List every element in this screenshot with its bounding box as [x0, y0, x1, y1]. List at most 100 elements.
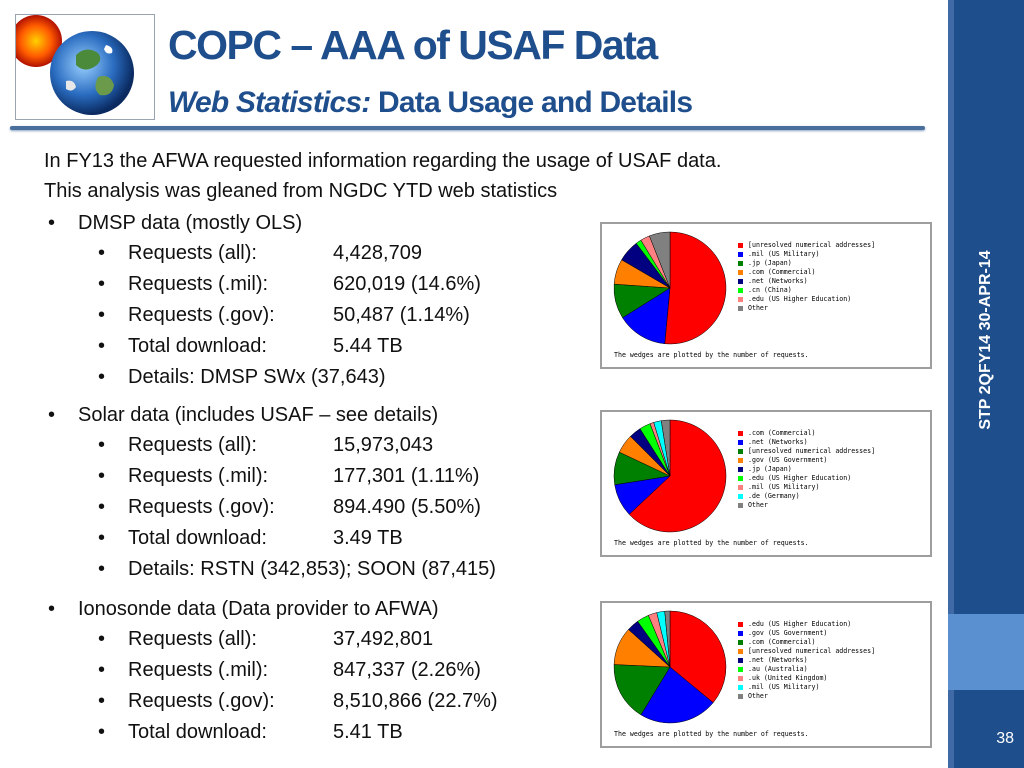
bullet-icon: • — [98, 721, 106, 743]
globe-sun-icon — [16, 15, 134, 115]
legend-swatch — [738, 685, 743, 690]
subtitle-rest: Data Usage and Details — [370, 86, 693, 119]
legend-label: .net (Networks) — [748, 438, 808, 446]
sidebar-accent-block — [948, 614, 1024, 690]
section-heading-text: Solar data (includes USAF – see details) — [78, 404, 439, 426]
bullet-icon: • — [98, 558, 106, 580]
list-item: • Details: RSTN (342,853); SOON (87,415) — [48, 554, 608, 585]
list-item: • Total download: 5.44 TB — [48, 331, 608, 362]
pie-slice — [660, 419, 671, 477]
item-value: 3.49 TB — [333, 527, 403, 549]
item-label: Requests (.gov): — [128, 690, 275, 712]
legend-label: .edu (US Higher Education) — [748, 620, 852, 628]
bullet-icon: • — [98, 304, 106, 326]
list-item: • Requests (.gov): 894.490 (5.50%) — [48, 492, 608, 523]
legend-swatch — [738, 494, 743, 499]
legend-label: .net (Networks) — [748, 656, 808, 664]
legend-swatch — [738, 431, 743, 436]
bullet-icon: • — [48, 212, 56, 234]
legend-label: Other — [748, 501, 768, 509]
pie-slice — [640, 666, 714, 724]
item-label: Requests (all): — [128, 242, 257, 264]
item-value: 37,492,801 — [333, 628, 434, 650]
legend-label: .de (Germany) — [748, 492, 800, 500]
item-value: 5.44 TB — [333, 335, 403, 357]
legend-swatch — [738, 485, 743, 490]
section-heading: • DMSP data (mostly OLS) — [48, 208, 608, 238]
sidebar-band — [948, 0, 1024, 768]
legend-swatch — [738, 252, 743, 257]
bullet-icon: • — [48, 404, 56, 426]
pie-slice — [669, 610, 727, 704]
page-title: COPC – AAA of USAF Data — [168, 22, 658, 68]
legend-swatch — [738, 297, 743, 302]
legend-label: .com (Commercial) — [748, 268, 816, 276]
legend-swatch — [738, 288, 743, 293]
bullet-icon: • — [98, 242, 106, 264]
pie-chart-solar: .com (Commercial) .net (Networks) [unresol… — [600, 410, 932, 557]
bullet-icon: • — [98, 335, 106, 357]
legend-label: Other — [748, 692, 768, 700]
item-value: 8,510,866 (22.7%) — [333, 690, 498, 712]
legend-label: .gov (US Government) — [748, 456, 828, 464]
legend-swatch — [738, 640, 743, 645]
item-label: Total download: — [128, 335, 267, 357]
legend-label: .au (Australia) — [748, 665, 808, 673]
section-ionosonde: • Ionosonde data (Data provider to AFWA) … — [48, 594, 608, 748]
list-item: • Requests (all): 37,492,801 — [48, 624, 608, 655]
item-label: Total download: — [128, 721, 267, 743]
pie-slice — [622, 287, 671, 345]
legend-swatch — [738, 649, 743, 654]
item-label: Requests (.mil): — [128, 273, 269, 295]
legend-swatch — [738, 676, 743, 681]
legend-label: .gov (US Government) — [748, 629, 828, 637]
item-value: 50,487 (1.14%) — [333, 304, 470, 326]
bullet-icon: • — [98, 496, 106, 518]
pie-chart-ionosonde: .edu (US Higher Education) .gov (US Gover… — [600, 601, 932, 748]
legend-swatch — [738, 631, 743, 636]
legend-swatch — [738, 694, 743, 699]
page-number: 38 — [996, 730, 1014, 747]
pie-chart-dmsp: [unresolved numerical addresses] .mil (US… — [600, 222, 932, 369]
item-value: 177,301 (1.11%) — [333, 465, 480, 487]
item-value: 4,428,709 — [333, 242, 422, 264]
legend-label: [unresolved numerical addresses] — [748, 447, 876, 455]
list-item: • Requests (.gov): 50,487 (1.14%) — [48, 300, 608, 331]
title-divider — [10, 126, 925, 130]
legend-swatch — [738, 306, 743, 311]
bullet-icon: • — [98, 628, 106, 650]
legend-label: Other — [748, 304, 768, 312]
legend-label: .edu (US Higher Education) — [748, 295, 852, 303]
item-label: Requests (all): — [128, 434, 257, 456]
legend-swatch — [738, 503, 743, 508]
legend-swatch — [738, 458, 743, 463]
intro-line-2: This analysis was gleaned from NGDC YTD … — [44, 180, 558, 202]
intro-line-1: In FY13 the AFWA requested information r… — [44, 150, 722, 172]
item-label: Total download: — [128, 527, 267, 549]
legend-label: .mil (US Military) — [748, 683, 820, 691]
item-value: 5.41 TB — [333, 721, 403, 743]
list-item: • Requests (.mil): 620,019 (14.6%) — [48, 269, 608, 300]
legend-swatch — [738, 476, 743, 481]
sidebar-edge — [948, 0, 954, 768]
list-item: • Total download: 5.41 TB — [48, 717, 608, 748]
legend-label: .cn (China) — [748, 286, 792, 294]
sidebar-date-label: STP 2QFY14 30-APR-14 — [977, 250, 994, 430]
legend-label: [unresolved numerical addresses] — [748, 647, 876, 655]
legend-swatch — [738, 261, 743, 266]
bullet-icon: • — [98, 465, 106, 487]
intro-text: In FY13 the AFWA requested information r… — [44, 146, 944, 206]
legend-label: .mil (US Military) — [748, 483, 820, 491]
pie-slice — [664, 231, 727, 345]
pie-slice — [649, 231, 671, 289]
legend-swatch — [738, 270, 743, 275]
item-label: Requests (.gov): — [128, 304, 275, 326]
legend-label: .mil (US Military) — [748, 250, 820, 258]
chart-note: The wedges are plotted by the number of … — [614, 730, 809, 738]
chart-note: The wedges are plotted by the number of … — [614, 539, 809, 547]
legend-label: [unresolved numerical addresses] — [748, 241, 876, 249]
legend-swatch — [738, 622, 743, 627]
legend-label: .com (Commercial) — [748, 429, 816, 437]
legend-label: .jp (Japan) — [748, 465, 792, 473]
bullet-icon: • — [48, 598, 56, 620]
